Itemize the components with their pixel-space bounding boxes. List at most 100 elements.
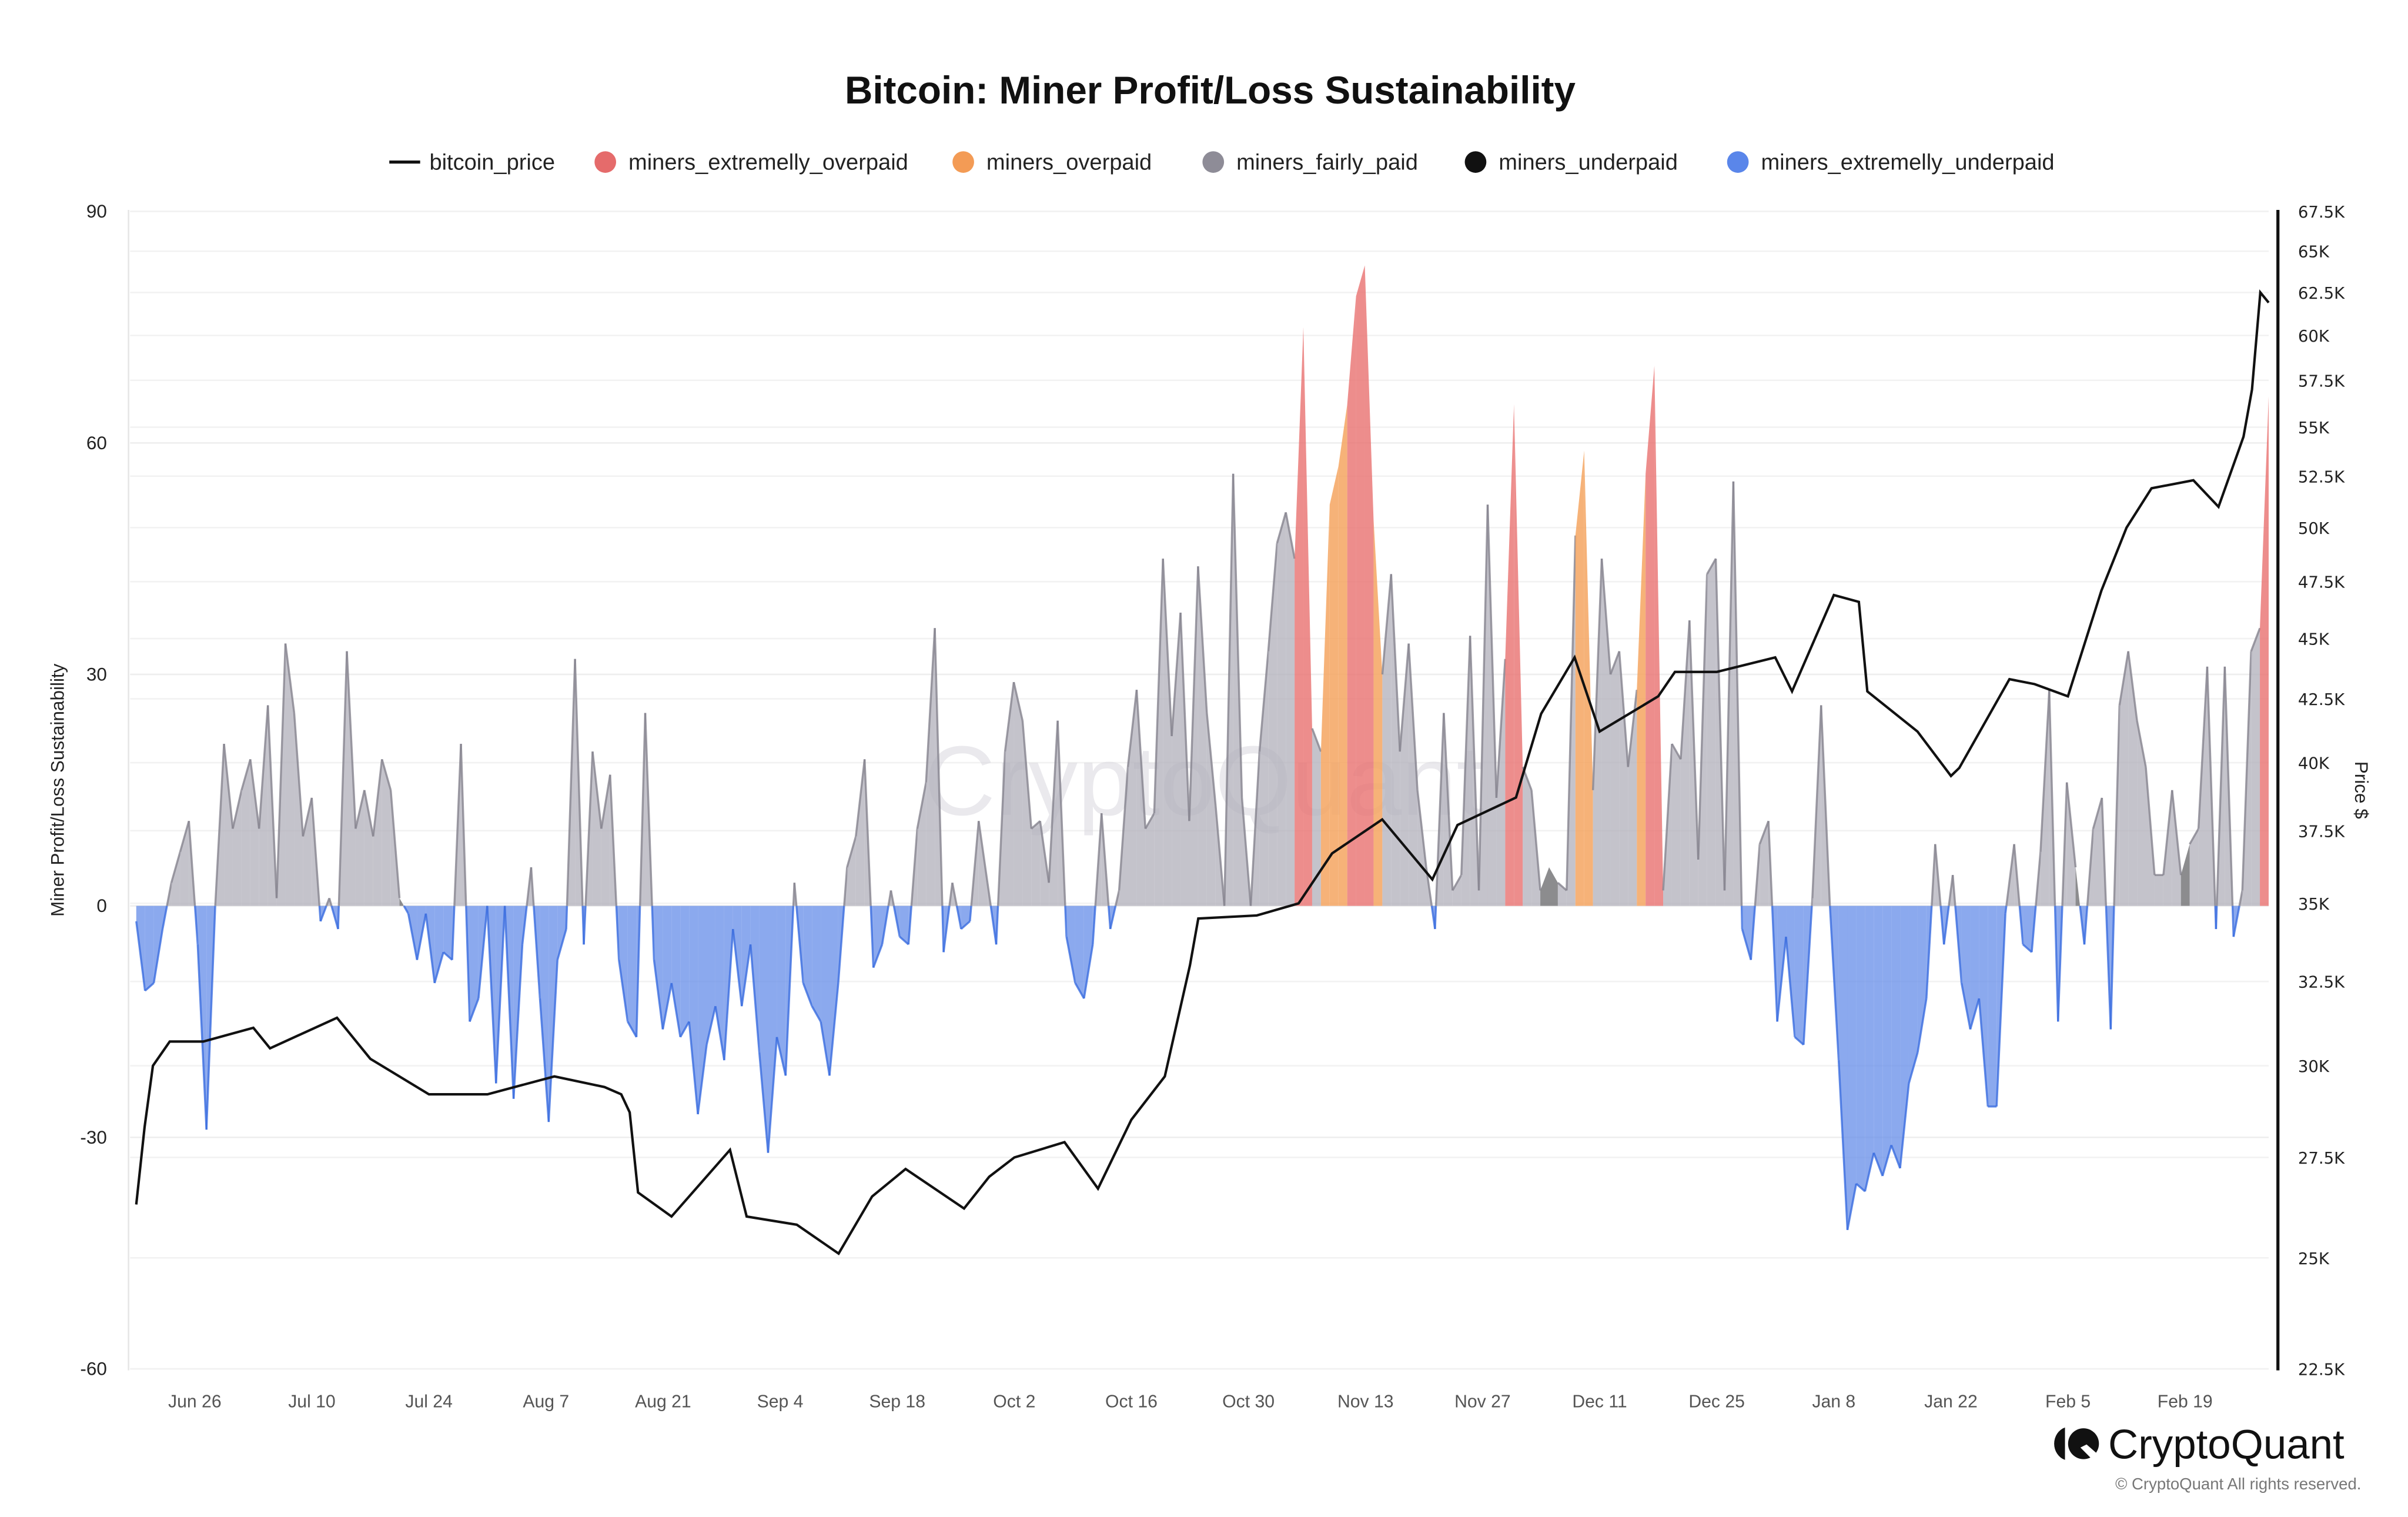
y2-tick-label: 22.5K xyxy=(2298,1361,2345,1379)
legend-dot-icon xyxy=(594,151,617,173)
miners-fairly-paid-edge xyxy=(1931,844,1937,906)
miners-extremelly-overpaid-area xyxy=(1646,366,1655,906)
miners-fairly-paid-edge xyxy=(1188,566,1199,821)
miners-extremelly-underpaid-area xyxy=(689,905,698,1114)
miners-extremelly-underpaid-edge xyxy=(2105,905,2112,1030)
miners-fairly-paid-edge xyxy=(337,651,348,906)
miners-fairly-paid-area xyxy=(1400,643,1409,906)
sustainability-areas xyxy=(135,265,2269,1231)
miners-extremelly-underpaid-edge xyxy=(941,905,945,953)
miners-extremelly-underpaid-edge xyxy=(539,998,550,1122)
miners-extremelly-underpaid-edge xyxy=(1074,983,1085,999)
miners-extremelly-underpaid-edge xyxy=(1802,905,1813,1045)
miners-fairly-paid-edge xyxy=(1732,481,1743,906)
x-tick-label: Jan 22 xyxy=(1924,1392,1978,1412)
miners-fairly-paid-edge xyxy=(951,882,958,906)
miners-fairly-paid-area xyxy=(2189,828,2199,906)
miners-extremelly-underpaid-edge xyxy=(2031,905,2037,953)
miners-fairly-paid-area xyxy=(2154,875,2163,906)
miners-fairly-paid-area xyxy=(1760,821,1769,906)
legend-dot-icon xyxy=(952,151,974,173)
miners-fairly-paid-edge xyxy=(1758,820,1770,845)
miners-extremelly-overpaid-area xyxy=(1364,265,1374,906)
miners-extremelly-underpaid-edge xyxy=(433,951,444,984)
miners-fairly-paid-edge xyxy=(2241,651,2252,891)
miners-fairly-paid-edge xyxy=(1469,636,1480,891)
miners-extremelly-underpaid-edge xyxy=(618,960,629,1022)
miners-fairly-paid-edge xyxy=(526,867,533,906)
miners-extremelly-underpaid-edge xyxy=(556,928,567,960)
miners-extremelly-underpaid-edge xyxy=(969,905,972,922)
miners-extremelly-underpaid-edge xyxy=(547,960,558,1122)
miners-fairly-paid-edge xyxy=(188,821,196,906)
miners-extremelly-underpaid-area xyxy=(636,905,640,1037)
miners-extremelly-underpaid-edge xyxy=(1872,1152,1884,1177)
miners-extremelly-underpaid-area xyxy=(469,905,479,1022)
miners-extremelly-underpaid-area xyxy=(1742,905,1751,960)
miners-fairly-paid-edge xyxy=(1056,720,1066,906)
miners-fairly-paid-area xyxy=(1619,651,1628,906)
y2-tick-label: 42.5K xyxy=(2298,690,2345,709)
y2-tick-label: 55K xyxy=(2298,419,2330,437)
bitcoin-price-line xyxy=(135,289,2270,1255)
miners-fairly-paid-edge xyxy=(2171,790,2182,876)
miners-fairly-paid-edge xyxy=(1697,574,1708,860)
miners-fairly-paid-edge xyxy=(530,867,535,906)
miners-extremelly-underpaid-area xyxy=(1944,905,1949,945)
miners-fairly-paid-area xyxy=(1312,728,1321,906)
miners-fairly-paid-edge xyxy=(1048,720,1059,883)
miners-extremelly-underpaid-edge xyxy=(907,905,913,945)
miners-fairly-paid-edge xyxy=(2065,782,2077,868)
y2-tick-label: 52.5K xyxy=(2298,467,2345,486)
x-tick-label: Sep 18 xyxy=(869,1392,925,1412)
miners-fairly-paid-edge xyxy=(1285,512,1296,559)
miners-fairly-paid-area xyxy=(1277,512,1286,906)
miners-extremelly-underpaid-edge xyxy=(723,928,734,1061)
miners-extremelly-underpaid-edge xyxy=(1925,905,1933,999)
miners-extremelly-underpaid-area xyxy=(1988,905,1997,1107)
miners-fairly-paid-edge xyxy=(1477,504,1489,891)
miners-fairly-paid-edge xyxy=(1566,535,1577,891)
miners-extremelly-underpaid-edge xyxy=(416,913,427,960)
miners-fairly-paid-edge xyxy=(1407,643,1419,790)
miners-fairly-paid-area xyxy=(1206,713,1216,906)
miners-fairly-paid-edge xyxy=(1311,728,1322,752)
miners-extremelly-underpaid-edge xyxy=(1107,905,1112,930)
miners-fairly-paid-edge xyxy=(1714,559,1726,891)
miners-extremelly-underpaid-edge xyxy=(1969,998,1981,1030)
legend-dot-icon xyxy=(1727,151,1749,173)
miners-extremelly-underpaid-area xyxy=(803,905,812,1007)
miners-extremelly-underpaid-edge xyxy=(319,905,327,922)
y2-tick-label: 67.5K xyxy=(2298,203,2345,222)
y2-axis-label: Price $ xyxy=(2351,761,2372,819)
miners-overpaid-area xyxy=(1637,473,1646,906)
legend-label: miners_fairly_paid xyxy=(1236,151,1418,175)
miners-fairly-paid-edge xyxy=(2127,651,2138,721)
miners-extremelly-underpaid-edge xyxy=(403,905,409,914)
y2-tick-label: 47.5K xyxy=(2298,573,2345,592)
y2-tick-label: 35K xyxy=(2298,895,2330,914)
miners-fairly-paid-edge xyxy=(1101,813,1110,906)
miners-extremelly-underpaid-edge xyxy=(732,928,743,1007)
miners-extremelly-underpaid-edge xyxy=(477,905,489,999)
cryptoquant-logo: CryptoQuant xyxy=(2054,1421,2345,1468)
x-tick-label: Dec 11 xyxy=(1572,1392,1627,1412)
miners-fairly-paid-edge xyxy=(2223,666,2234,906)
y-axis-label: Miner Profit/Loss Sustainability xyxy=(46,663,68,917)
miners-fairly-paid-edge xyxy=(2061,782,2068,906)
miners-extremelly-underpaid-edge xyxy=(2004,905,2008,914)
miners-fairly-paid-area xyxy=(2128,651,2138,906)
miners-fairly-paid-area xyxy=(224,744,233,906)
miners-fairly-paid-edge xyxy=(2092,797,2103,829)
miners-extremelly-underpaid-edge xyxy=(1855,1182,1866,1192)
miners-fairly-paid-edge xyxy=(1249,751,1261,906)
miners-extremelly-underpaid-edge xyxy=(1995,913,2006,1107)
miners-fairly-paid-edge xyxy=(1240,797,1252,906)
miners-extremelly-underpaid-edge xyxy=(152,928,164,984)
miners-extremelly-underpaid-edge xyxy=(1943,905,1950,945)
miners-extremelly-underpaid-area xyxy=(1891,905,1901,1168)
miners-extremelly-underpaid-edge xyxy=(811,1005,822,1023)
miners-extremelly-underpaid-area xyxy=(899,905,909,945)
miners-fairly-paid-area xyxy=(855,759,865,906)
y-tick-label: 0 xyxy=(96,895,107,916)
